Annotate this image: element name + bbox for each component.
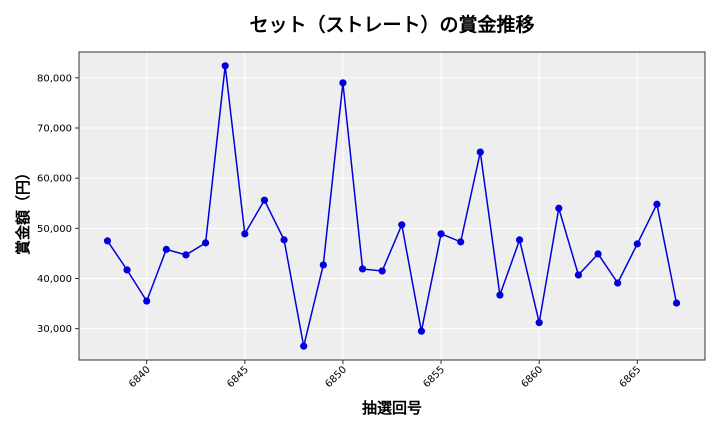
data-point-marker <box>476 148 484 156</box>
data-point-marker <box>201 239 210 247</box>
x-axis-label: 抽選回号 <box>362 399 422 417</box>
data-point-marker <box>555 204 563 212</box>
data-point-marker <box>574 271 583 279</box>
plot-border <box>78 51 706 361</box>
y-tick-label: 50,000 <box>37 224 72 235</box>
data-point-marker <box>319 261 327 269</box>
x-axis-ticks: 6840 6845 6850 6855 6860 6865 <box>127 360 643 390</box>
y-axis-ticks: 30,000 40,000 50,000 60,000 70,000 80,000 <box>37 73 79 335</box>
data-point-marker <box>221 62 229 70</box>
data-point-marker <box>182 251 190 259</box>
plot-area <box>79 52 705 360</box>
data-point-marker <box>339 79 347 87</box>
data-point-marker <box>260 196 269 204</box>
y-tick-label: 40,000 <box>37 274 72 285</box>
data-point-marker <box>143 297 151 305</box>
data-point-marker <box>300 342 308 350</box>
chart-title: セット（ストレート）の賞金推移 <box>249 13 534 36</box>
data-point-marker <box>653 200 661 208</box>
data-point-marker <box>535 319 543 327</box>
y-tick-label: 30,000 <box>37 324 72 335</box>
data-point-marker <box>417 327 426 335</box>
data-point-marker <box>123 266 131 274</box>
x-tick-label: 6845 <box>225 364 251 390</box>
data-point-marker <box>241 230 249 238</box>
data-point-marker <box>672 299 681 307</box>
grid-lines <box>79 52 705 360</box>
data-point-marker <box>398 221 406 229</box>
data-point-marker <box>614 279 622 287</box>
data-point-marker <box>162 245 170 253</box>
data-point-marker <box>103 237 112 245</box>
data-point-marker <box>515 236 524 244</box>
y-tick-label: 80,000 <box>37 73 72 84</box>
y-tick-label: 70,000 <box>37 123 72 134</box>
y-tick-label: 60,000 <box>37 174 72 185</box>
data-point-marker <box>457 238 465 246</box>
data-point-marker <box>280 236 288 244</box>
x-tick-label: 6850 <box>323 364 349 390</box>
data-point-marker <box>358 265 367 273</box>
x-tick-label: 6855 <box>421 364 447 390</box>
data-point-marker <box>594 250 602 258</box>
data-point-marker <box>378 267 386 275</box>
data-point-marker <box>496 291 504 299</box>
x-tick-label: 6865 <box>618 364 644 390</box>
x-tick-label: 6840 <box>127 364 153 390</box>
data-point-marker <box>633 240 641 248</box>
x-tick-label: 6860 <box>520 364 546 390</box>
data-point-marker <box>437 230 445 238</box>
y-axis-label: 賞金額（円） <box>14 165 32 255</box>
data-series <box>103 62 681 350</box>
series-line <box>106 65 678 347</box>
